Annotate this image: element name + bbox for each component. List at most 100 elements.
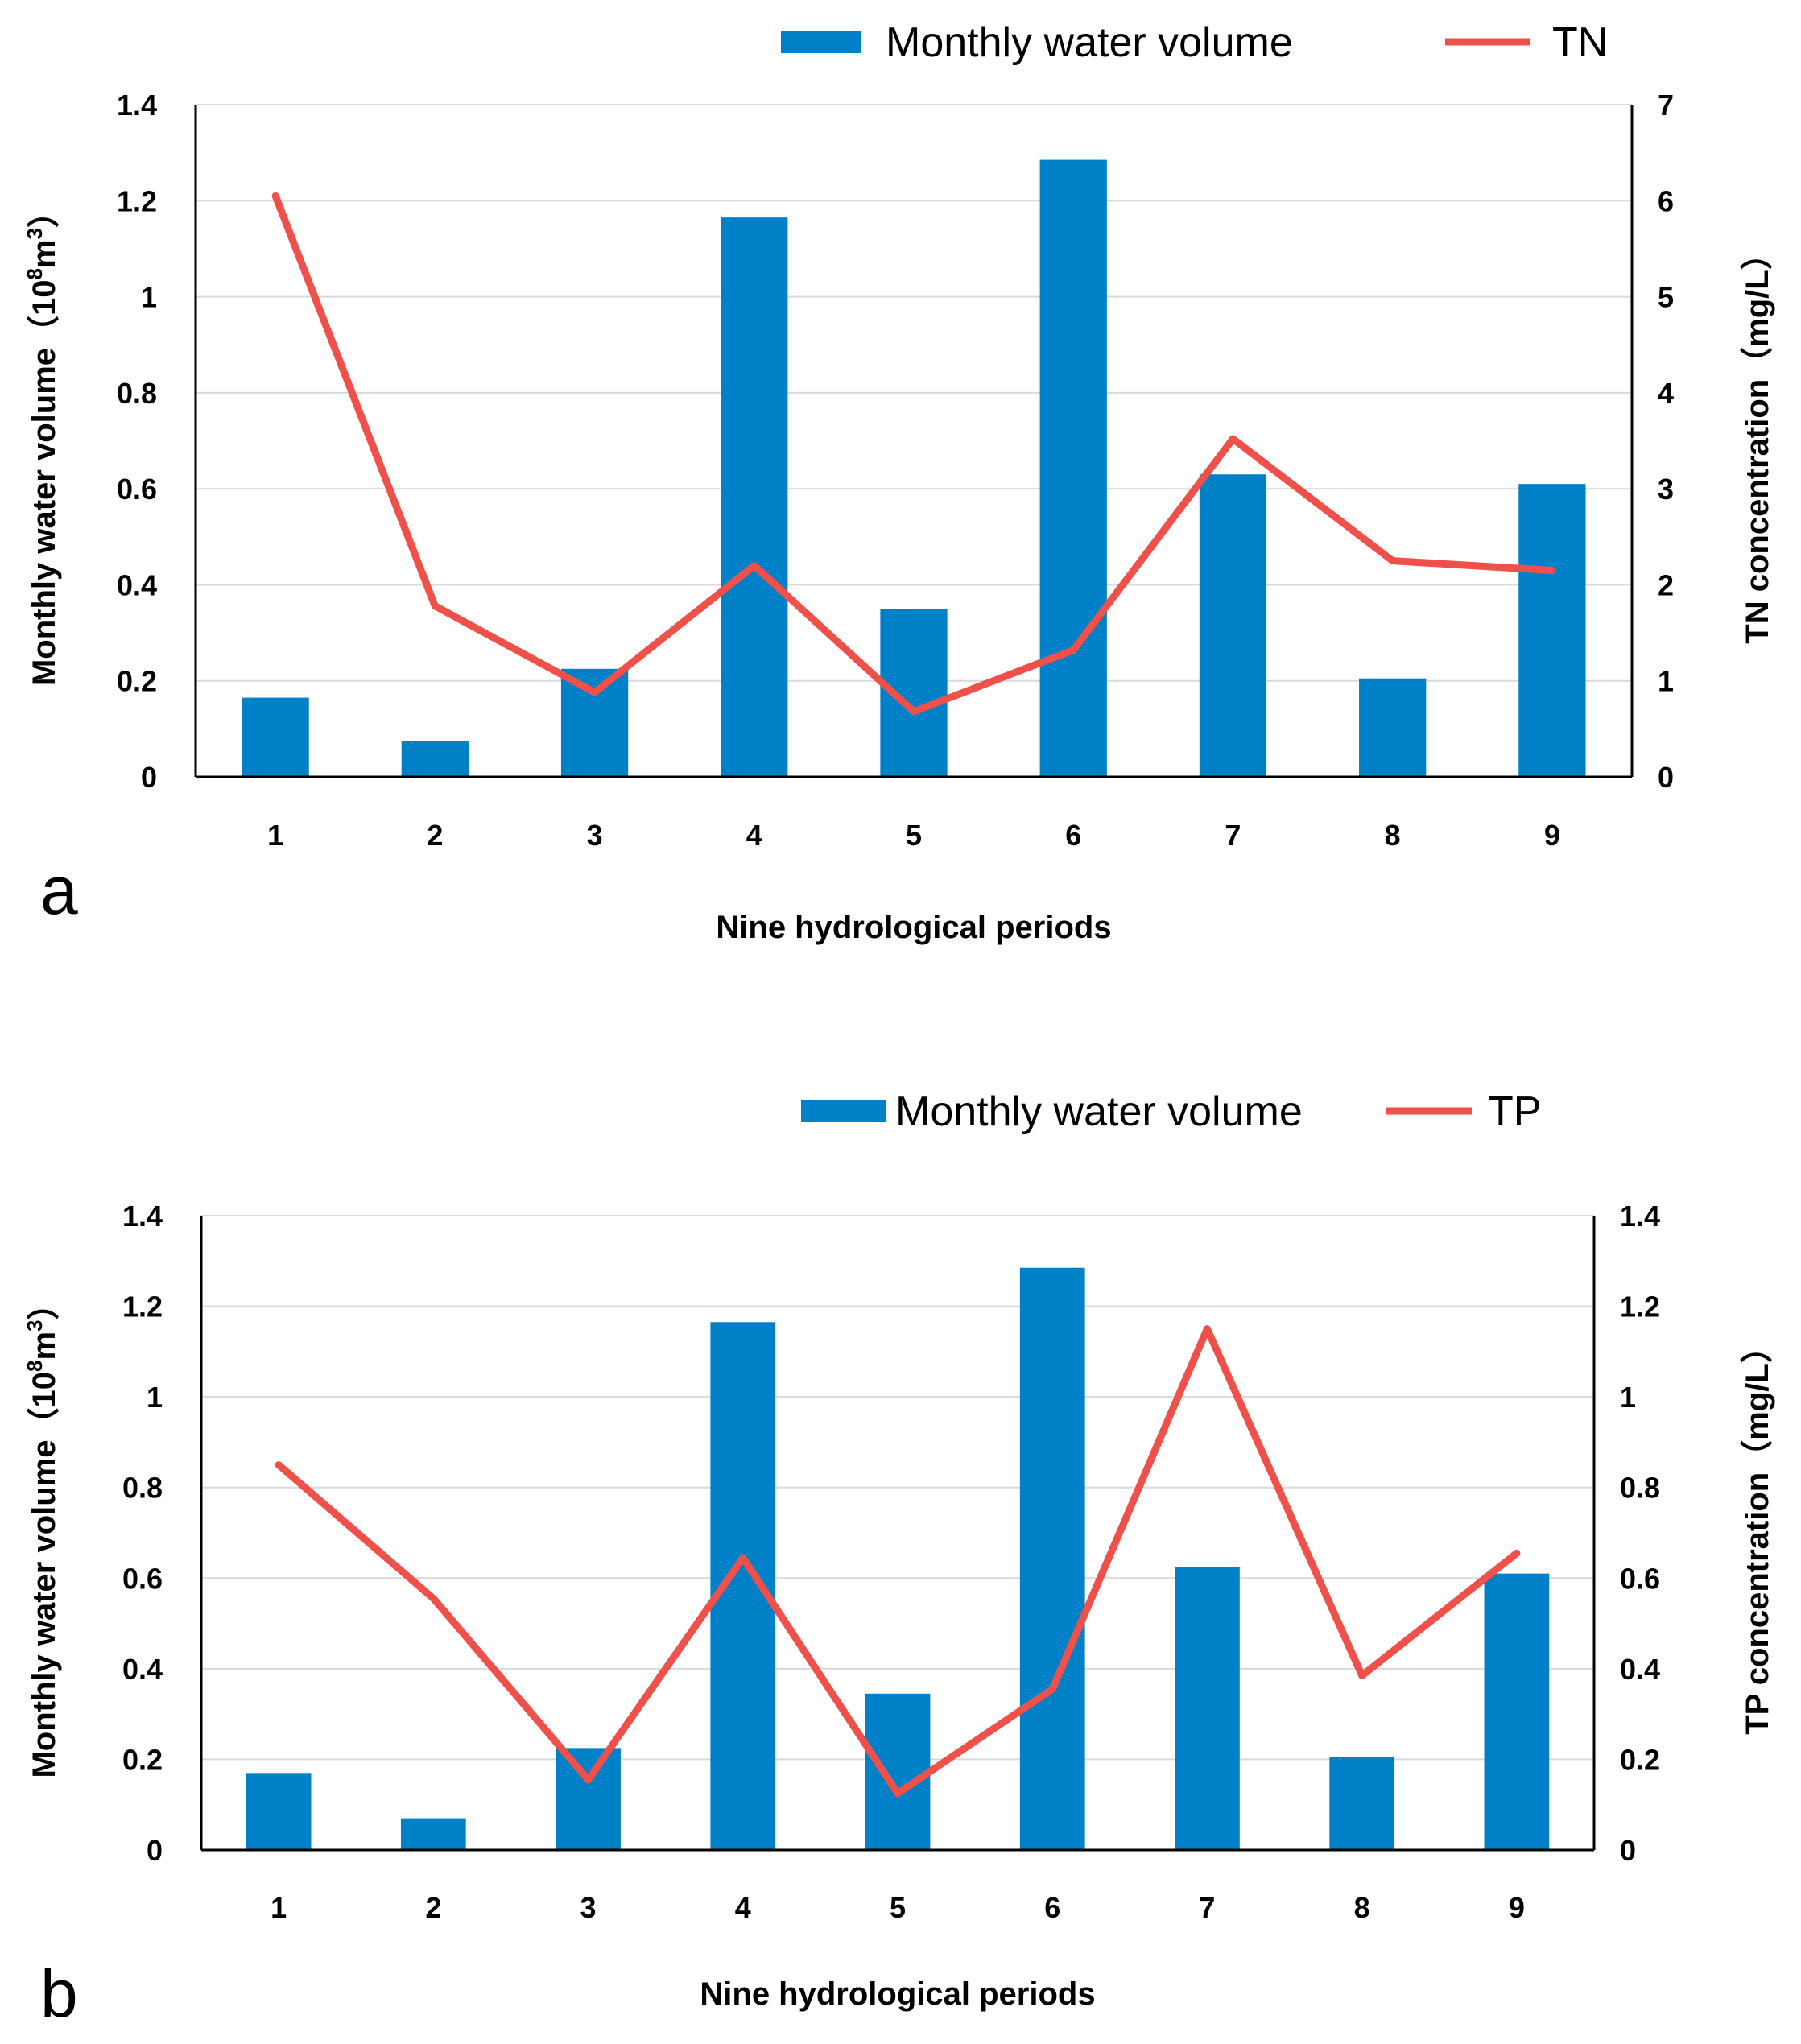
legend-label-bar: Monthly water volume — [886, 19, 1293, 66]
bar — [401, 741, 469, 777]
y-right-tick-label: 3 — [1658, 473, 1674, 506]
y-left-tick-label: 1.2 — [122, 1290, 163, 1323]
y-right-tick-label: 0.8 — [1620, 1472, 1660, 1505]
bar — [246, 1773, 312, 1850]
y-right-tick-label: 0.4 — [1620, 1653, 1660, 1686]
line-point — [1229, 435, 1237, 443]
legend-label-line: TN — [1552, 19, 1608, 66]
x-tick-label: 7 — [1199, 1891, 1215, 1924]
y-left-tick-label: 0.8 — [117, 377, 157, 410]
line-point — [739, 1554, 747, 1562]
x-tick-label: 8 — [1354, 1891, 1370, 1924]
y-right-tick-label: 0 — [1658, 761, 1674, 794]
bar — [1359, 678, 1427, 777]
chart-panel-b: 0 0.2 0.4 0.6 0.8 1 1.2 1.4 0 0.2 0.4 0.6 0.8 1 1.2 1.4… — [23, 1088, 1775, 2031]
y-right-axis-title: TP concentration（mg/L） — [1740, 1331, 1775, 1735]
line-point — [275, 1461, 283, 1469]
y-left-tick-label: 0.2 — [122, 1743, 163, 1776]
y-left-title-main: Monthly water volume（ — [27, 1407, 62, 1778]
y-right-tick-label: 6 — [1658, 184, 1674, 217]
x-tick-label: 6 — [1044, 1891, 1060, 1924]
y-left-tick-label: 0.8 — [122, 1472, 163, 1505]
line-point — [429, 1595, 437, 1603]
line-point — [910, 708, 918, 716]
line-point — [1048, 1685, 1056, 1693]
y-left-tick-label: 1 — [141, 281, 157, 314]
y-left-title-base: 10 — [27, 279, 62, 316]
bar — [1484, 1573, 1550, 1850]
x-axis-title: Nine hydrological periods — [716, 910, 1111, 945]
y-left-title-unit: m — [27, 239, 62, 268]
line-point — [591, 688, 599, 696]
y-right-tick-label: 0.2 — [1620, 1743, 1660, 1776]
y-left-tick-label: 0.6 — [117, 473, 157, 506]
y-left-tick-label: 0.4 — [117, 568, 157, 601]
line-point — [1069, 646, 1077, 654]
bar — [865, 1693, 931, 1850]
x-axis-title: Nine hydrological periods — [700, 1976, 1095, 2012]
y-right-axis-title: TN concentration（mg/L） — [1740, 237, 1775, 643]
y-left-title-close: ） — [27, 1287, 62, 1319]
y-left-tick-label: 0.2 — [117, 665, 157, 698]
line-point — [431, 602, 439, 610]
x-tick-label: 8 — [1385, 819, 1401, 852]
legend-label-line: TP — [1488, 1088, 1541, 1135]
line-point — [1389, 557, 1397, 565]
bar — [556, 1748, 621, 1850]
y-left-axis-title: Monthly water volume（108m3） — [23, 1287, 62, 1778]
x-tick-label: 3 — [587, 819, 603, 852]
line-point — [1513, 1549, 1521, 1557]
y-right-tick-label: 4 — [1658, 377, 1674, 410]
y-left-title-sup1: 8 — [23, 268, 47, 279]
y-right-tick-label: 7 — [1658, 89, 1674, 122]
bar — [242, 697, 309, 777]
bar — [1019, 1267, 1085, 1850]
line-point — [1203, 1325, 1211, 1333]
legend-label-bar: Monthly water volume — [895, 1088, 1303, 1135]
y-left-tick-label: 0 — [141, 761, 157, 794]
x-tick-label: 1 — [267, 819, 283, 852]
line-point — [271, 192, 279, 200]
y-left-tick-label: 0.4 — [122, 1653, 163, 1686]
y-left-title-sup1: 8 — [23, 1361, 47, 1372]
y-right-tick-label: 1 — [1620, 1381, 1636, 1414]
y-left-title-main: Monthly water volume（ — [27, 316, 62, 686]
y-right-tick-label: 2 — [1658, 568, 1674, 601]
y-left-tick-label: 0 — [147, 1834, 163, 1867]
chart-panel-a: 0 0.2 0.4 0.6 0.8 1 1.2 1.4 0 1 2 3 4 5 6 7 1 2 3 4 5 6 7 8 9 Nin… — [23, 19, 1775, 945]
line-point — [1358, 1671, 1366, 1679]
y-left-tick-label: 0.6 — [122, 1562, 163, 1595]
y-right-tick-label: 1 — [1658, 665, 1674, 698]
x-tick-label: 9 — [1509, 1891, 1525, 1924]
x-tick-label: 6 — [1065, 819, 1081, 852]
legend-bar-swatch — [801, 1100, 886, 1122]
x-tick-label: 1 — [271, 1891, 287, 1924]
panel-label: b — [40, 1955, 78, 2031]
y-right-tick-label: 1.4 — [1620, 1200, 1660, 1233]
panel-label: a — [40, 853, 78, 928]
y-left-tick-label: 1.2 — [117, 184, 157, 217]
y-left-title-sup2: 3 — [23, 228, 47, 239]
bar — [1518, 484, 1586, 777]
legend: Monthly water volume TN — [781, 19, 1608, 66]
y-left-tick-label: 1 — [147, 1381, 163, 1414]
x-tick-label: 3 — [580, 1891, 597, 1924]
bar — [1329, 1757, 1395, 1850]
y-right-tick-label: 0 — [1620, 1834, 1636, 1867]
bar — [721, 217, 788, 777]
y-left-axis-title: Monthly water volume（108m3） — [23, 196, 62, 686]
line-point — [750, 562, 758, 570]
x-tick-label: 9 — [1544, 819, 1560, 852]
legend: Monthly water volume TP — [801, 1088, 1541, 1135]
legend-bar-swatch — [781, 31, 861, 53]
y-left-title-sup2: 3 — [23, 1319, 47, 1331]
x-tick-label: 4 — [735, 1891, 751, 1924]
bar — [560, 668, 629, 777]
x-tick-label: 5 — [890, 1891, 906, 1924]
bar — [400, 1818, 466, 1850]
x-tick-label: 7 — [1225, 819, 1241, 852]
y-left-title-close: ） — [27, 196, 62, 228]
y-left-title-unit: m — [27, 1332, 62, 1361]
x-tick-label: 2 — [427, 819, 443, 852]
y-right-tick-label: 5 — [1658, 281, 1674, 314]
